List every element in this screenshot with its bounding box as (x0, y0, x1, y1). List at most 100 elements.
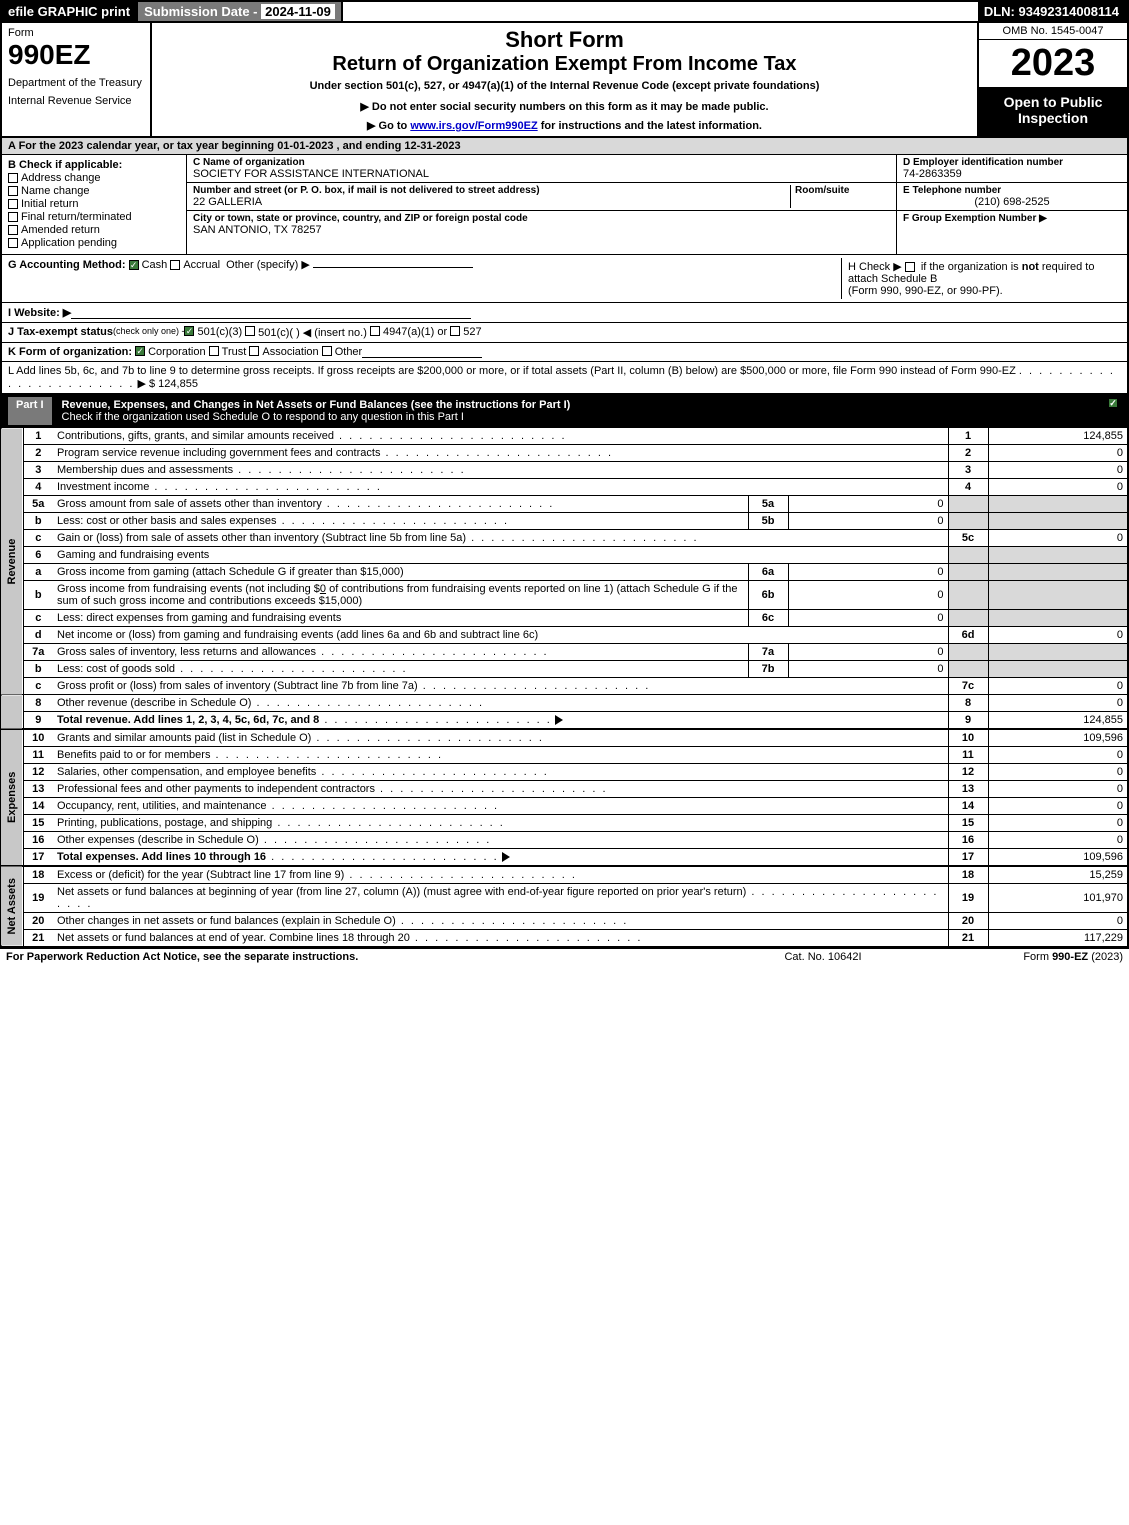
shade-cell (988, 496, 1128, 513)
line-desc: Program service revenue including govern… (57, 447, 380, 459)
chk-amended[interactable]: Amended return (8, 224, 180, 236)
line-desc: Gross amount from sale of assets other t… (57, 498, 322, 510)
short-form: Short Form (160, 27, 969, 53)
goto-post: for instructions and the latest informat… (538, 120, 762, 132)
ein-cell: D Employer identification number 74-2863… (897, 155, 1127, 183)
irs-link[interactable]: www.irs.gov/Form990EZ (410, 120, 537, 132)
part1-tab: Part I (8, 397, 52, 425)
row-g-h: G Accounting Method: Cash Accrual Other … (0, 255, 1129, 303)
checkbox-icon[interactable] (322, 346, 332, 356)
line-6c: c Less: direct expenses from gaming and … (1, 610, 1128, 627)
phone-cell: E Telephone number (210) 698-2525 (897, 183, 1127, 211)
city-cell: City or town, state or province, country… (187, 211, 896, 238)
street-cell: Number and street (or P. O. box, if mail… (187, 183, 896, 211)
checkbox-icon[interactable] (170, 260, 180, 270)
j-label: J Tax-exempt status (8, 326, 113, 339)
line-val: 109,596 (988, 849, 1128, 867)
line-10: Expenses 10 Grants and similar amounts p… (1, 729, 1128, 747)
checked-icon (1108, 398, 1118, 408)
open-to-public: Open to Public Inspection (979, 88, 1127, 136)
line-ref: 17 (948, 849, 988, 867)
line-ref: 18 (948, 866, 988, 884)
line-num: 18 (23, 866, 53, 884)
part1-table: Revenue 1 Contributions, gifts, grants, … (0, 428, 1129, 947)
checkbox-icon[interactable] (450, 326, 460, 336)
sub-val: 0 (788, 513, 948, 530)
line-ref: 5c (948, 530, 988, 547)
checked-icon[interactable] (129, 260, 139, 270)
j-501c3: 501(c)(3) (197, 326, 242, 339)
line-desc: Net assets or fund balances at beginning… (57, 886, 746, 898)
footer-right-pre: Form (1023, 951, 1052, 963)
line-val: 0 (988, 445, 1128, 462)
line-num: d (23, 627, 53, 644)
phone: (210) 698-2525 (903, 196, 1121, 208)
line-desc: Gain or (loss) from sale of assets other… (57, 532, 466, 544)
side-expenses: Expenses (1, 729, 23, 866)
line-val: 0 (988, 815, 1128, 832)
sub-val: 0 (788, 644, 948, 661)
efile-print[interactable]: efile GRAPHIC print (2, 2, 138, 21)
line-num: 17 (23, 849, 53, 867)
sub-val: 0 (788, 581, 948, 610)
checkbox-icon[interactable] (905, 262, 915, 272)
arrow-icon (502, 852, 510, 862)
line-7a: 7a Gross sales of inventory, less return… (1, 644, 1128, 661)
b-title: B Check if applicable: (8, 159, 180, 171)
line-ref: 4 (948, 479, 988, 496)
k-corp: Corporation (148, 346, 205, 358)
form-header: Form 990EZ Department of the Treasury In… (0, 23, 1129, 138)
i-label: I Website: ▶ (8, 306, 71, 319)
omb-number: OMB No. 1545-0047 (979, 23, 1127, 40)
street-label: Number and street (or P. O. box, if mail… (193, 185, 790, 196)
part1-checkbox[interactable] (1101, 397, 1121, 425)
line-desc: Occupancy, rent, utilities, and maintena… (57, 800, 267, 812)
chk-app-pending[interactable]: Application pending (8, 237, 180, 249)
sub-val: 0 (788, 610, 948, 627)
l-text: L Add lines 5b, 6c, and 7b to line 9 to … (8, 365, 1016, 377)
line-desc: Printing, publications, postage, and shi… (57, 817, 272, 829)
dln-value: 93492314008114 (1018, 4, 1119, 19)
line-desc: Grants and similar amounts paid (list in… (57, 732, 311, 744)
chk-final[interactable]: Final return/terminated (8, 211, 180, 223)
checkbox-icon[interactable] (370, 326, 380, 336)
goto-note: ▶ Go to www.irs.gov/Form990EZ for instru… (160, 119, 969, 132)
chk-name-label: Name change (21, 185, 90, 197)
line-14: 14 Occupancy, rent, utilities, and maint… (1, 798, 1128, 815)
checked-icon[interactable] (135, 346, 145, 356)
city: SAN ANTONIO, TX 78257 (193, 224, 890, 236)
h-not: not (1022, 261, 1039, 273)
part1-check: Check if the organization used Schedule … (62, 411, 464, 423)
line-desc: Gross profit or (loss) from sales of inv… (57, 680, 418, 692)
line-desc: Net assets or fund balances at end of ye… (57, 932, 410, 944)
dln-label: DLN: (984, 4, 1019, 19)
checkbox-icon[interactable] (209, 346, 219, 356)
line-val: 0 (988, 695, 1128, 712)
line-num: 9 (23, 712, 53, 730)
line-num: 21 (23, 930, 53, 947)
line-15: 15 Printing, publications, postage, and … (1, 815, 1128, 832)
top-bar: efile GRAPHIC print Submission Date - 20… (0, 0, 1129, 23)
line-desc: Salaries, other compensation, and employ… (57, 766, 316, 778)
g-accrual: Accrual (183, 259, 220, 271)
shade-cell (948, 513, 988, 530)
sub-ref: 5a (748, 496, 788, 513)
sub-ref: 7a (748, 644, 788, 661)
line-val: 0 (988, 832, 1128, 849)
chk-initial[interactable]: Initial return (8, 198, 180, 210)
row-k: K Form of organization: Corporation Trus… (0, 343, 1129, 362)
h-post2: (Form 990, 990-EZ, or 990-PF). (848, 285, 1003, 297)
part1-header: Part I Revenue, Expenses, and Changes in… (0, 394, 1129, 428)
line-val: 101,970 (988, 884, 1128, 913)
chk-address[interactable]: Address change (8, 172, 180, 184)
chk-name[interactable]: Name change (8, 185, 180, 197)
line-desc: Investment income (57, 481, 149, 493)
checkbox-icon[interactable] (245, 326, 255, 336)
col-b-checkboxes: B Check if applicable: Address change Na… (2, 155, 187, 254)
line-13: 13 Professional fees and other payments … (1, 781, 1128, 798)
checkbox-icon[interactable] (249, 346, 259, 356)
line-1: Revenue 1 Contributions, gifts, grants, … (1, 428, 1128, 445)
org-name-cell: C Name of organization SOCIETY FOR ASSIS… (187, 155, 896, 183)
checked-icon[interactable] (184, 326, 194, 336)
line-3: 3 Membership dues and assessments 3 0 (1, 462, 1128, 479)
